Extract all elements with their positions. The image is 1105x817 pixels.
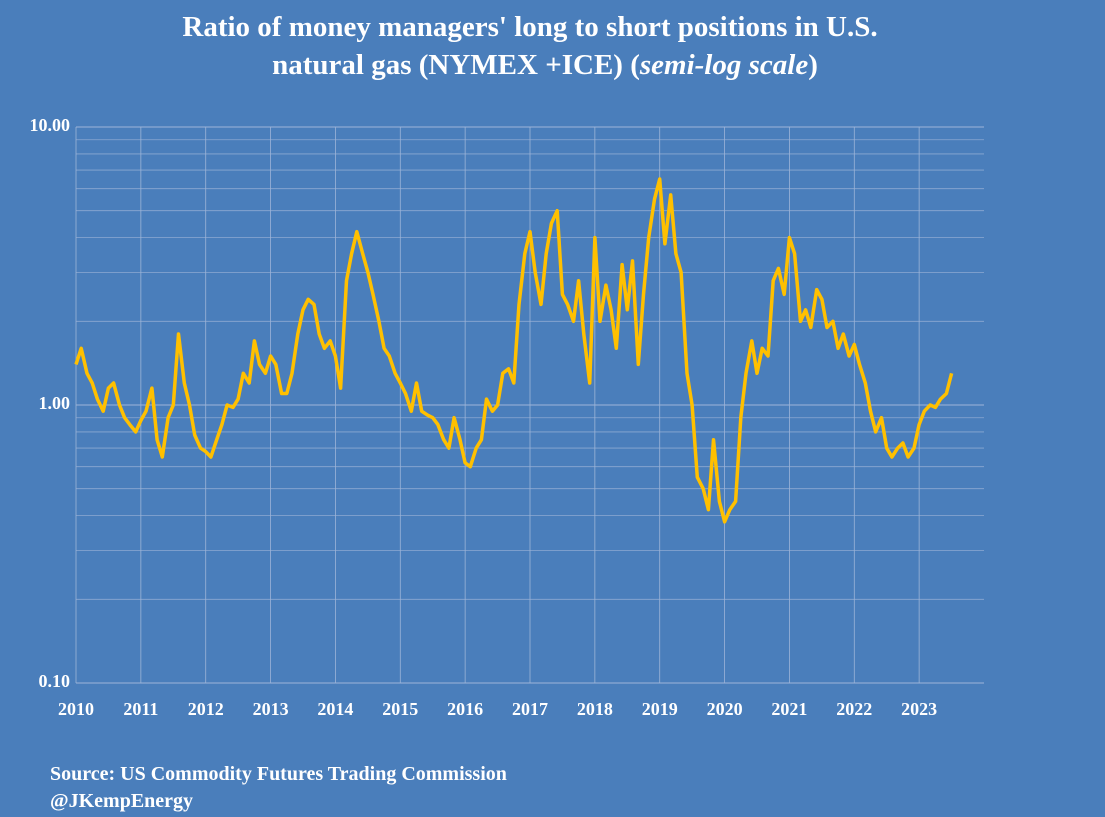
x-tick-label: 2023 — [901, 699, 937, 719]
chart-title: natural gas (NYMEX +ICE) (semi-log scale… — [272, 49, 818, 81]
grid: 0.10 1.00 10.00 2010 2011 2012 2013 2014 2015 201… — [30, 115, 984, 719]
y-tick-label: 0.10 — [39, 671, 71, 691]
x-tick-label: 2022 — [836, 699, 872, 719]
x-tick-label: 2018 — [577, 699, 613, 719]
x-tick-label: 2016 — [447, 699, 483, 719]
x-tick-label: 2019 — [642, 699, 678, 719]
x-tick-label: 2010 — [58, 699, 94, 719]
title-part: natural gas (NYMEX +ICE) ( — [272, 49, 640, 81]
x-tick-label: 2015 — [382, 699, 418, 719]
chart-title: Ratio of money managers' long to short p… — [182, 11, 877, 43]
y-tick-label: 1.00 — [39, 393, 71, 413]
credit: @JKempEnergy — [50, 790, 193, 812]
x-tick-label: 2020 — [707, 699, 743, 719]
plot — [74, 177, 954, 524]
x-tick-label: 2013 — [253, 699, 289, 719]
x-tick-label: 2017 — [512, 699, 548, 719]
title-italic: semi-log scale — [639, 49, 808, 81]
x-tick-label: 2011 — [123, 699, 158, 719]
x-tick-label: 2014 — [317, 699, 353, 719]
x-tick-label: 2012 — [188, 699, 224, 719]
y-tick-label: 10.00 — [30, 115, 71, 135]
source: Source: US Commodity Futures Trading Com… — [50, 763, 507, 785]
x-tick-label: 2021 — [771, 699, 807, 719]
data-line — [74, 177, 954, 524]
title-part: ) — [808, 49, 818, 81]
